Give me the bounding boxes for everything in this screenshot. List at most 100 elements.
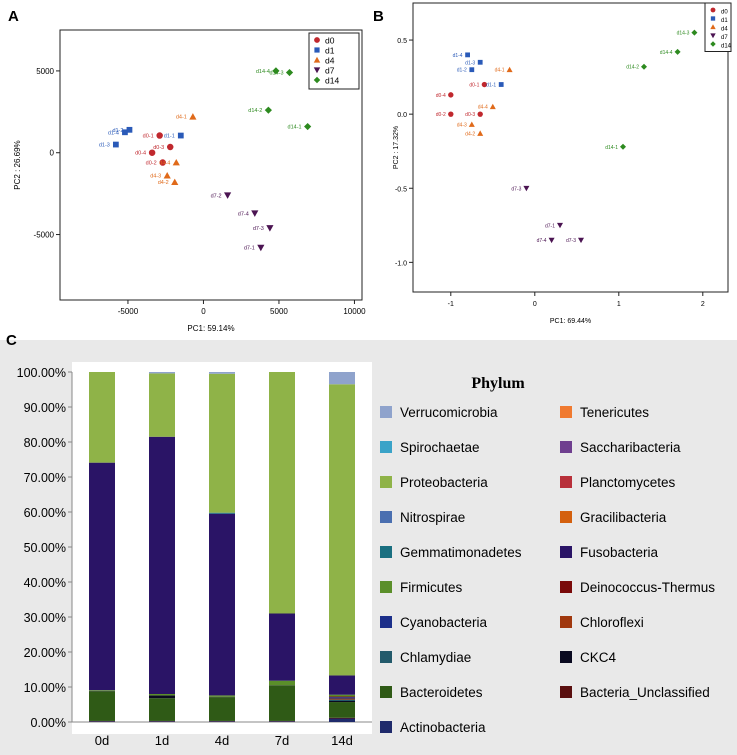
y-tick-label: 0.00% bbox=[31, 716, 66, 730]
x-tick-label: 5000 bbox=[270, 307, 288, 316]
legend-label: d0 bbox=[325, 36, 335, 46]
point-label: d4-2 bbox=[465, 131, 475, 137]
legend-swatch bbox=[560, 686, 572, 698]
plot-frame bbox=[412, 2, 729, 293]
point-label: d7-1 bbox=[545, 223, 555, 229]
legend-marker bbox=[314, 47, 320, 53]
point-label: d7-3 bbox=[511, 186, 521, 192]
y-tick-label: 60.00% bbox=[24, 506, 66, 520]
data-point bbox=[477, 111, 483, 117]
bar-segment bbox=[149, 373, 175, 437]
legend-label: d7 bbox=[325, 66, 335, 76]
data-point bbox=[468, 121, 475, 127]
legend-label: CKC4 bbox=[580, 650, 617, 665]
data-point bbox=[498, 82, 504, 87]
legend-label: Gracilibacteria bbox=[580, 510, 667, 525]
legend-label: Spirochaetae bbox=[400, 440, 480, 455]
bar-segment bbox=[269, 613, 295, 681]
point-label: d4-2 bbox=[158, 180, 169, 186]
bar-segment bbox=[149, 695, 175, 699]
point-label: d4-4 bbox=[159, 161, 170, 167]
legend-swatch bbox=[380, 686, 392, 698]
x-tick-label: 7d bbox=[275, 733, 289, 748]
data-point bbox=[126, 126, 133, 133]
data-point bbox=[266, 225, 274, 232]
y-tick-label: 0.5 bbox=[397, 38, 407, 45]
data-point bbox=[481, 81, 488, 88]
bar-segment bbox=[149, 372, 175, 374]
point-label: d1-4 bbox=[108, 130, 119, 136]
bar-segment bbox=[329, 694, 355, 697]
legend-swatch bbox=[380, 581, 392, 593]
data-point bbox=[257, 244, 265, 252]
bar-segment bbox=[209, 721, 235, 722]
data-point bbox=[272, 67, 280, 75]
bar-segment bbox=[329, 698, 355, 700]
point-label: d0-2 bbox=[436, 112, 446, 118]
point-label: d1-3 bbox=[99, 143, 110, 149]
data-point bbox=[163, 172, 171, 179]
legend-label: d14 bbox=[325, 76, 339, 86]
bar-segment bbox=[209, 373, 235, 513]
data-point bbox=[465, 52, 470, 58]
legend-label: Cyanobacteria bbox=[400, 615, 488, 630]
phylum-bar-chart: 0.00% 10.00% 20.00% 30.00% 40.00% 50.00% 60.00… bbox=[17, 366, 716, 748]
data-point bbox=[171, 178, 179, 186]
legend-swatch bbox=[560, 651, 572, 663]
point-label: d7-1 bbox=[244, 246, 255, 252]
legend-swatch bbox=[560, 476, 572, 488]
bar-segment bbox=[269, 721, 295, 722]
legend-marker bbox=[710, 33, 716, 39]
legend-swatch bbox=[380, 476, 392, 488]
legend-label: d4 bbox=[325, 56, 335, 66]
legend-label: Deinococcus-Thermus bbox=[580, 580, 715, 595]
legend-label: Verrucomicrobia bbox=[400, 405, 498, 420]
point-label: d14-1 bbox=[288, 125, 302, 131]
data-point bbox=[477, 130, 484, 136]
point-label: d1-4 bbox=[453, 53, 463, 59]
y-tick-label: 10.00% bbox=[24, 681, 66, 695]
legend-label: Chlamydiae bbox=[400, 650, 471, 665]
data-point bbox=[548, 237, 555, 244]
data-point bbox=[285, 68, 294, 77]
x-tick-label: -5000 bbox=[118, 307, 139, 316]
legend-swatch bbox=[380, 441, 392, 453]
point-label: d7-3 bbox=[253, 226, 264, 232]
legend-label: Chloroflexi bbox=[580, 615, 644, 630]
bar-segment bbox=[89, 462, 115, 691]
legend-swatch bbox=[380, 546, 392, 558]
bar-segment bbox=[149, 698, 175, 721]
legend-swatch bbox=[380, 616, 392, 628]
legend-swatch bbox=[560, 511, 572, 523]
bar-segment bbox=[209, 697, 235, 721]
x-tick-label: 4d bbox=[215, 733, 229, 748]
point-label: d1-2 bbox=[112, 128, 123, 134]
data-point bbox=[156, 132, 163, 139]
y-tick-label: 5000 bbox=[36, 67, 54, 76]
point-label: d1-1 bbox=[486, 83, 496, 89]
legend-swatch bbox=[560, 581, 572, 593]
bar-segment bbox=[209, 372, 235, 374]
legend-label: Fusobacteria bbox=[580, 545, 659, 560]
data-point bbox=[189, 113, 197, 120]
y-tick-label: 0.0 bbox=[397, 112, 407, 119]
bar-segment bbox=[149, 694, 175, 696]
data-point bbox=[691, 29, 698, 36]
legend-swatch bbox=[380, 406, 392, 418]
legend-marker bbox=[314, 37, 320, 43]
x-tick-label: -1 bbox=[448, 301, 454, 308]
bar-segment bbox=[329, 702, 355, 718]
legend-swatch bbox=[560, 441, 572, 453]
data-point bbox=[112, 141, 119, 148]
x-tick-label: 0 bbox=[201, 307, 206, 316]
pca-chart-a: -5000 0 5000 10000 -5000 0 5000 PC1: 59.14% PC2 … bbox=[13, 29, 366, 333]
y-tick-label: 30.00% bbox=[24, 611, 66, 625]
panel-label-a: A bbox=[8, 8, 19, 25]
point-label: d14-4 bbox=[660, 50, 673, 56]
legend-label: d1 bbox=[325, 46, 335, 56]
x-axis-label: PC1: 69.44% bbox=[550, 318, 591, 325]
legend-box bbox=[704, 2, 732, 52]
point-label: d0-1 bbox=[143, 134, 154, 140]
point-label: d0-4 bbox=[436, 93, 446, 99]
bar-segment bbox=[89, 721, 115, 722]
